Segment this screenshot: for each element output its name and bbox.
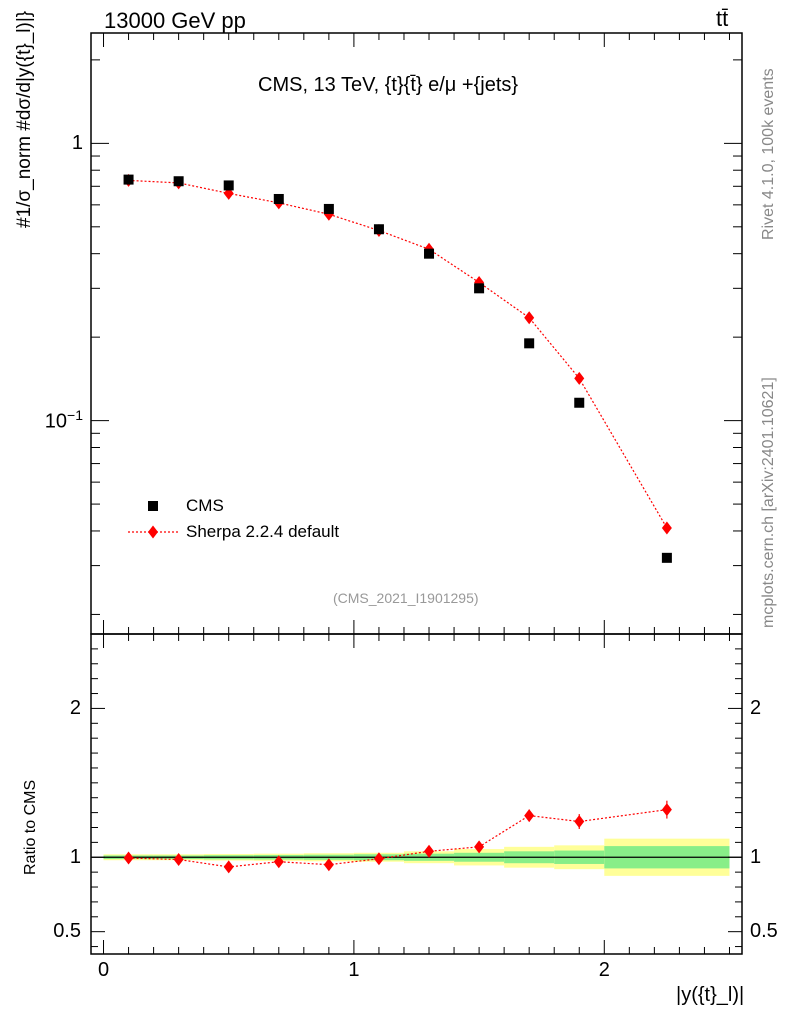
x-tick-label: 2 xyxy=(598,958,610,981)
ratio-point xyxy=(474,840,485,854)
x-tick-label: 1 xyxy=(348,958,360,981)
ratio-point xyxy=(173,852,184,866)
process-label: tt̄ xyxy=(716,6,729,31)
ratio-point xyxy=(524,809,535,823)
rivet-version-label: Rivet 4.1.0, 100k events xyxy=(760,68,777,240)
sherpa-point xyxy=(661,521,672,535)
source-label: mcplots.cern.ch [arXiv:2401.10621] xyxy=(760,377,777,628)
ratio-point xyxy=(373,852,384,866)
ratio-point xyxy=(574,815,585,829)
analysis-id: (CMS_2021_I1901295) xyxy=(333,590,479,606)
cms-point xyxy=(661,552,672,563)
ratio-point xyxy=(323,858,334,872)
ratio-frame xyxy=(90,633,743,955)
cms-point xyxy=(373,224,384,235)
ratio-y-tick-label: 2 xyxy=(69,696,81,719)
cms-point xyxy=(273,193,284,204)
ratio-y-tick-label: 0.5 xyxy=(53,920,81,943)
cms-point xyxy=(123,174,134,185)
x-axis-title: |y({t}_l)| xyxy=(676,984,745,1006)
ratio-y-tick-label: 1 xyxy=(69,845,81,868)
ratio-y-axis-title: Ratio to CMS xyxy=(22,779,39,875)
beam-energy-label: 13000 GeV pp xyxy=(104,8,246,33)
legend-label-cms: CMS xyxy=(186,496,224,515)
cms-point xyxy=(424,248,435,259)
cms-point xyxy=(524,338,535,349)
ratio-line xyxy=(128,809,667,868)
plot-title: CMS, 13 TeV, {t}{t̄} e/μ +{jets} xyxy=(258,74,519,96)
ratio-point xyxy=(273,855,284,869)
cms-point xyxy=(173,176,184,187)
sherpa-line xyxy=(128,179,668,529)
main-frame xyxy=(90,32,743,635)
ratio-panel xyxy=(90,633,743,955)
cms-point xyxy=(223,180,234,191)
legend-marker-cms xyxy=(148,501,158,511)
cms-point xyxy=(574,397,585,408)
cms-point xyxy=(323,203,334,214)
ratio-point xyxy=(661,803,672,817)
cms-point xyxy=(474,283,485,294)
main-y-tick-label: 10−1 xyxy=(44,407,83,433)
ratio-y-tick-label-right: 2 xyxy=(750,696,762,719)
main-y-tick-label: 1 xyxy=(71,131,83,154)
legend-marker-sherpa xyxy=(148,525,158,539)
sherpa-point xyxy=(574,371,585,385)
legend-label-sherpa: Sherpa 2.2.4 default xyxy=(186,522,340,541)
ratio-y-tick-label-right: 0.5 xyxy=(750,920,778,943)
sherpa-point xyxy=(524,311,535,325)
x-tick-label: 0 xyxy=(97,958,110,981)
main-panel xyxy=(90,32,743,635)
ratio-point xyxy=(424,844,435,858)
ratio-point xyxy=(223,860,234,874)
ratio-point xyxy=(123,851,134,865)
main-y-axis-title: #1/σ_norm #dσ/d|y({t}_l)|} xyxy=(14,10,35,228)
ratio-y-tick-label-right: 1 xyxy=(750,845,762,868)
